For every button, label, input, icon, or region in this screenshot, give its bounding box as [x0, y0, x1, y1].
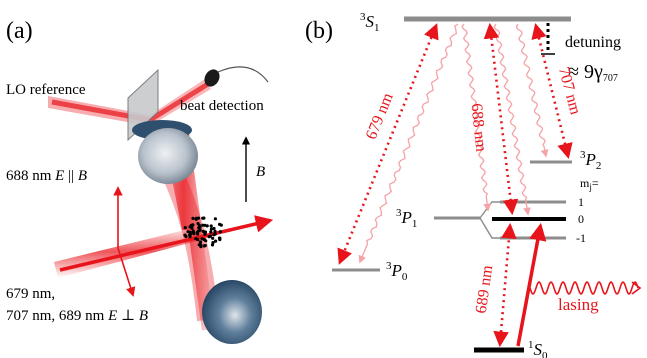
label-3p1: 3P1 — [396, 207, 417, 230]
atom — [209, 224, 213, 228]
atom — [202, 238, 206, 242]
beam-679-label-line2: 707 nm, 689 nm E ⊥ B — [6, 308, 148, 324]
arrow-707nm — [531, 22, 573, 160]
atom — [199, 245, 203, 249]
atom — [214, 239, 218, 243]
atom — [183, 226, 187, 230]
atom — [213, 217, 217, 221]
photodetector-icon — [204, 66, 269, 87]
lo-reference-label: LO reference — [6, 82, 86, 98]
atom — [197, 226, 201, 230]
atom — [218, 222, 222, 226]
arrow-688nm — [483, 22, 519, 216]
mj-value-minus1: -1 — [576, 231, 586, 245]
atom — [212, 233, 216, 237]
atom — [203, 243, 207, 248]
atom — [212, 226, 216, 231]
beam-688-label: 688 nm E || B — [6, 168, 87, 184]
bottom-mirror — [202, 280, 262, 344]
atom — [201, 216, 205, 220]
atom — [196, 221, 200, 226]
polarization-679-arrow — [117, 247, 136, 297]
atom — [207, 235, 211, 239]
atom — [190, 226, 194, 230]
lasing-transition-arrow — [516, 222, 547, 347]
atom — [189, 223, 193, 227]
top-mirror — [132, 120, 198, 184]
atom — [188, 230, 192, 234]
detuning-label: detuning — [565, 34, 621, 51]
label-3p2: 3P2 — [580, 149, 601, 172]
label-3p0: 3P0 — [386, 260, 408, 283]
arrow-689nm — [493, 222, 517, 348]
mj-label: mj= — [580, 176, 599, 192]
label-1s0: 1S0 — [528, 339, 548, 358]
atom — [191, 230, 195, 234]
b-field-label: B — [256, 164, 265, 180]
atom — [211, 236, 215, 240]
beam-679-label-line1: 679 nm, — [6, 286, 55, 302]
arrow-679nm — [337, 23, 439, 265]
atom — [183, 233, 187, 237]
lasing-emission-wave — [529, 280, 642, 296]
probe-beam — [54, 215, 274, 278]
label-3s1: 3S1 — [360, 11, 380, 34]
lo-reference-beam — [48, 79, 211, 126]
atom — [201, 229, 205, 233]
label-688nm: 688 nm — [467, 103, 489, 154]
atom — [196, 238, 200, 242]
mj-value-0: 0 — [578, 212, 584, 226]
label-689nm: 689 nm — [473, 264, 497, 315]
lasing-label: lasing — [558, 295, 599, 314]
beat-detection-label: beat detection — [180, 98, 264, 114]
atom — [209, 227, 213, 231]
atom-cloud — [183, 216, 223, 249]
atom — [196, 229, 200, 233]
atom — [196, 216, 201, 220]
atom — [198, 240, 202, 244]
atom — [211, 241, 215, 245]
atom — [203, 223, 207, 227]
mj-value-plus1: 1 — [578, 195, 584, 209]
atom — [218, 237, 222, 242]
atom — [209, 230, 213, 234]
atom — [213, 229, 217, 233]
panel-b-label: (b) — [305, 18, 333, 44]
label-679nm: 679 nm — [363, 90, 397, 142]
beam-splitter — [127, 68, 159, 142]
decay-to-3p1-a — [461, 23, 492, 212]
atom — [191, 216, 195, 220]
panel-a-label: (a) — [6, 18, 33, 44]
atom — [196, 232, 200, 236]
atom — [218, 230, 222, 234]
detuning-value: ≈ 9γ707 — [568, 61, 618, 84]
